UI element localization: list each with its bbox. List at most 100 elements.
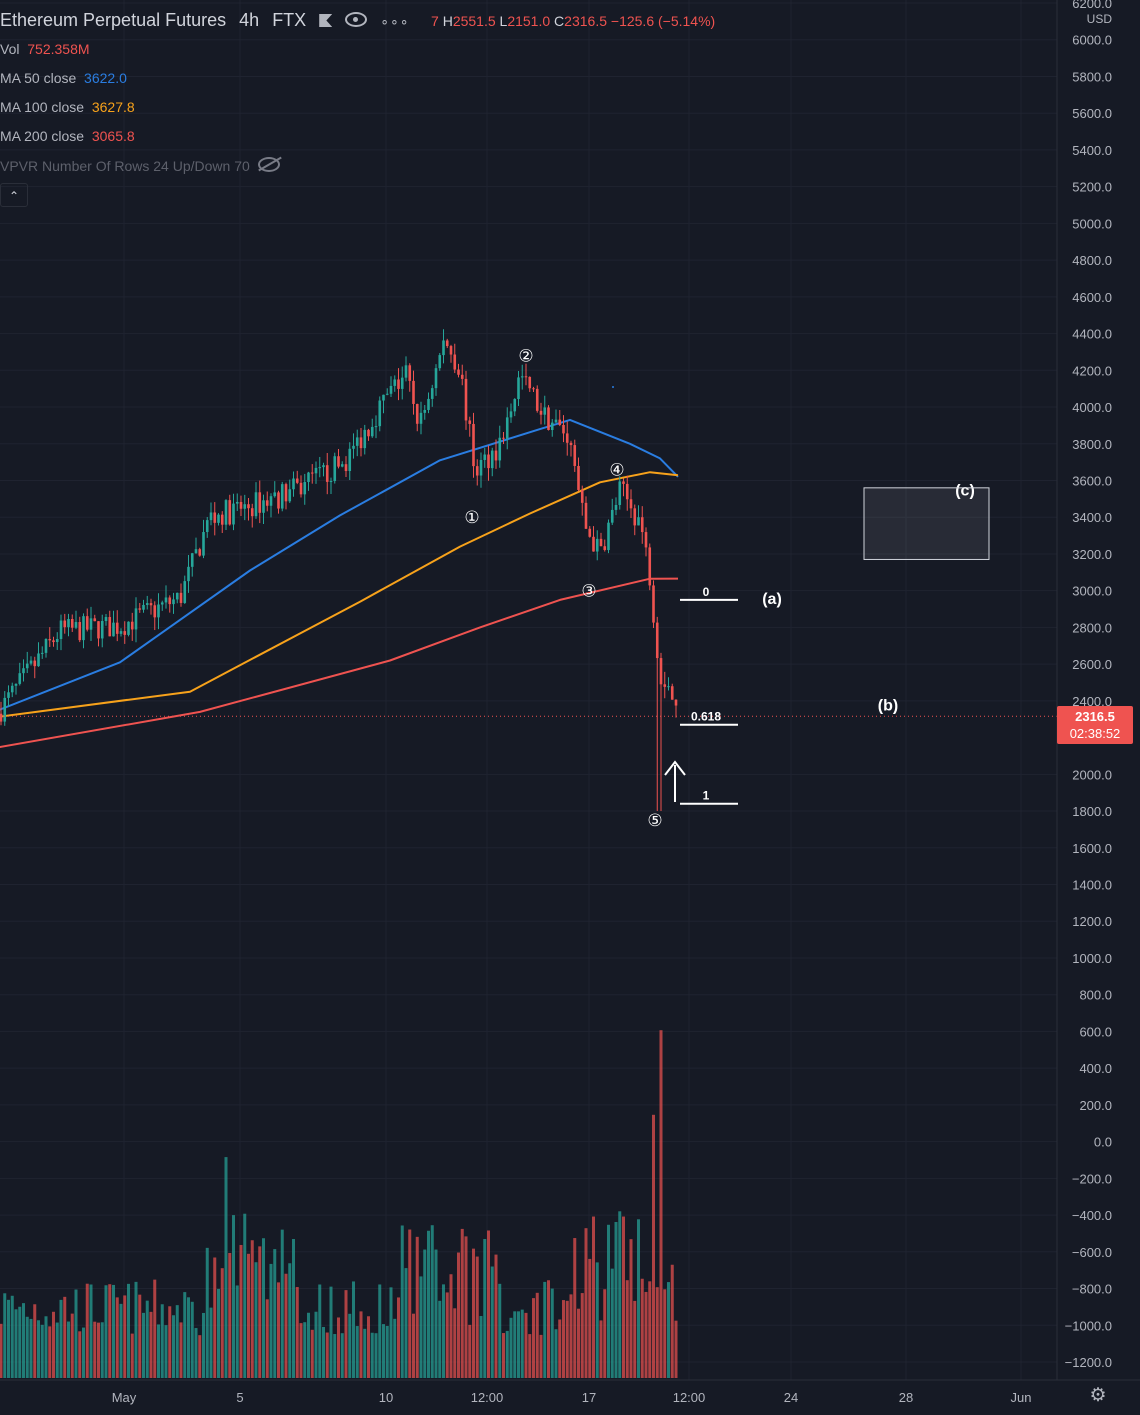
volume-bar [247,1253,250,1378]
indicator-vol[interactable]: Vol 752.358M [0,41,90,57]
volume-bar [52,1311,55,1378]
volume-bar [674,1320,678,1378]
volume-bar [198,1335,202,1378]
volume-bar [408,1229,412,1378]
candle-body [558,419,562,425]
volume-bar [622,1216,625,1378]
volume-bar [610,1268,614,1378]
price-tick-label: 1600.0 [1072,841,1112,856]
volume-bar [584,1228,588,1378]
price-tick-label: 200.0 [1079,1098,1112,1113]
volume-bar [382,1324,385,1378]
candle-body [217,514,220,523]
candle-body [250,508,254,517]
candle-body [648,547,652,586]
volume-bar [543,1281,547,1378]
collapse-legend-button[interactable]: ⌃ [0,183,28,207]
symbol-name[interactable]: Ethereum Perpetual Futures [0,10,227,30]
candle-body [183,581,187,603]
volume-bar [100,1322,104,1378]
indicator-ma100[interactable]: MA 100 close 3627.8 [0,99,135,115]
candle-body [528,376,532,389]
fib-level-label: 0 [703,585,710,599]
volume-bar [535,1292,539,1378]
candle-body [232,503,235,525]
candle-body [18,673,22,684]
indicator-ma200[interactable]: MA 200 close 3065.8 [0,128,135,144]
volume-bar [464,1236,468,1378]
volume-bar [258,1246,262,1378]
price-tick-label: 600.0 [1079,1024,1112,1039]
volume-bar [40,1324,44,1378]
candle-body [370,426,374,437]
price-tick-label: 3000.0 [1072,584,1112,599]
fib-level-label: 0.618 [691,710,721,724]
grid [0,0,1057,1380]
candle-body [280,484,284,509]
candle-body [367,429,370,437]
candle-body [483,454,487,460]
fib-level-label: 1 [703,789,710,803]
price-tick-label: 5000.0 [1072,216,1112,231]
volume-bar [599,1320,603,1378]
price-tick-label: 3400.0 [1072,510,1112,525]
volume-bar [160,1304,164,1378]
candle-body [565,433,569,443]
volume-bar [520,1309,524,1378]
chart-title-row: Ethereum Perpetual Futures 4h FTX ∘∘∘ [0,10,418,31]
candle-body [580,489,584,503]
volume-bar [592,1216,595,1378]
volume-bar [625,1280,629,1378]
candle-body [25,663,29,669]
volume-bars [0,1030,678,1378]
candle-body [532,388,535,390]
price-tick-label: −600.0 [1072,1245,1112,1260]
flag-icon[interactable] [319,14,333,27]
volume-bar [472,1248,475,1378]
interval[interactable]: 4h [239,10,260,30]
volume-bar [603,1289,607,1378]
volume-bar [67,1321,70,1378]
more-icon[interactable]: ∘∘∘ [380,13,410,29]
volume-bar [494,1254,498,1378]
indicator-vpvr[interactable]: VPVR Number Of Rows 24 Up/Down 70 [0,156,282,174]
ma-line-ma50 [0,418,679,711]
candle-body [52,640,55,643]
volume-bar [187,1297,190,1378]
volume-bar [7,1299,10,1378]
price-tick-label: 2000.0 [1072,767,1112,782]
volume-bar [404,1268,408,1378]
candle-body [243,504,247,509]
price-tick-label: 4800.0 [1072,253,1112,268]
candle-body [640,517,644,533]
volume-bar [217,1288,220,1378]
candle-body [48,638,52,641]
candle-body [33,660,37,667]
volume-bar [172,1315,175,1378]
candle-body [228,500,232,525]
eye-icon[interactable] [345,12,368,27]
indicator-ma50[interactable]: MA 50 close 3622.0 [0,70,127,86]
candle-body [562,424,565,434]
candle-body [187,566,190,582]
candle-body [618,481,622,505]
volume-bar [123,1295,127,1378]
volume-bar [397,1297,400,1378]
volume-bar [528,1334,532,1378]
drawings[interactable]: 0 0.618 1 ① ② ③ ④ ⑤ (a) (b) (c) [0,347,1057,832]
volume-bar [18,1306,22,1378]
volume-bar [400,1225,404,1378]
price-tick-label: 5800.0 [1072,69,1112,84]
candle-body [63,620,67,628]
candle-body [442,340,445,356]
candle-body [543,407,547,415]
volume-bar [637,1219,640,1378]
volume-bar [209,1307,213,1378]
candle-body [487,454,490,469]
volume-bar [78,1331,82,1378]
candle-body [277,492,280,509]
candle-body [374,426,378,428]
settings-gear-icon[interactable]: ⚙ [1089,1385,1107,1406]
volume-bar [243,1213,247,1378]
